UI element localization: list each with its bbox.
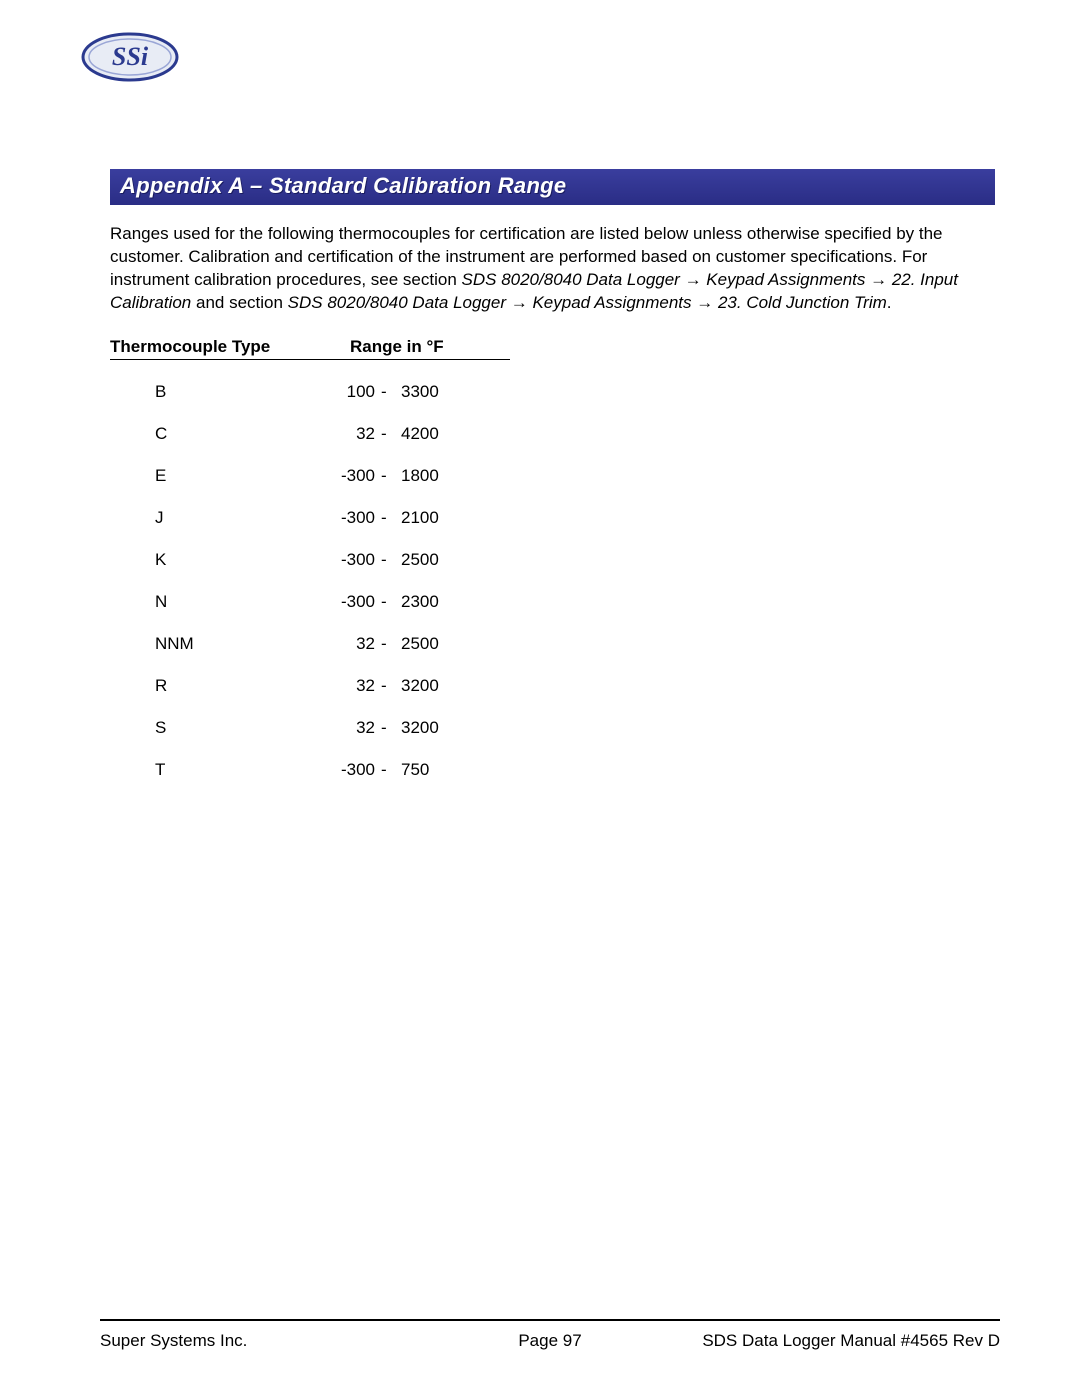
paragraph-ref-2a: SDS 8020/8040 Data Logger	[288, 293, 511, 312]
document-page: SSi Appendix A – Standard Calibration Ra…	[0, 0, 1080, 1397]
cell-range-high: 4200	[401, 424, 461, 444]
footer-row: Super Systems Inc. Page 97 SDS Data Logg…	[100, 1331, 1000, 1351]
paragraph-period: .	[887, 293, 892, 312]
page-content: Appendix A – Standard Calibration Range …	[110, 169, 995, 780]
cell-thermocouple-type: NNM	[155, 634, 215, 654]
cell-range-low: 32	[215, 718, 381, 738]
cell-range-separator: -	[381, 550, 401, 570]
paragraph-ref-1b: Keypad Assignments	[702, 270, 871, 289]
paragraph-ref-2c: 23. Cold Junction Trim	[713, 293, 887, 312]
svg-text:SSi: SSi	[112, 42, 149, 71]
cell-thermocouple-type: E	[155, 466, 215, 486]
footer-rule	[100, 1319, 1000, 1321]
cell-thermocouple-type: T	[155, 760, 215, 780]
cell-thermocouple-type: K	[155, 550, 215, 570]
cell-thermocouple-type: N	[155, 592, 215, 612]
cell-range-separator: -	[381, 382, 401, 402]
footer-manual-rev: SDS Data Logger Manual #4565 Rev D	[700, 1331, 1000, 1351]
table-row: K-300-2500	[110, 550, 510, 570]
cell-range-low: 100	[215, 382, 381, 402]
table-body: B100-3300C32-4200E-300-1800J-300-2100K-3…	[110, 382, 510, 780]
thermocouple-table: Thermocouple Type Range in °F B100-3300C…	[110, 337, 510, 780]
footer-page-number: Page 97	[400, 1331, 700, 1351]
cell-range-low: 32	[215, 424, 381, 444]
cell-range-high: 2100	[401, 508, 461, 528]
company-logo: SSi	[80, 30, 1005, 89]
table-row: J-300-2100	[110, 508, 510, 528]
table-row: R32-3200	[110, 676, 510, 696]
cell-thermocouple-type: S	[155, 718, 215, 738]
cell-range-separator: -	[381, 592, 401, 612]
cell-range-separator: -	[381, 760, 401, 780]
cell-thermocouple-type: B	[155, 382, 215, 402]
paragraph-plain-2: and section	[191, 293, 287, 312]
cell-thermocouple-type: C	[155, 424, 215, 444]
arrow-icon: →	[685, 270, 702, 289]
cell-range-high: 3200	[401, 718, 461, 738]
cell-range-separator: -	[381, 424, 401, 444]
cell-range-high: 2500	[401, 634, 461, 654]
footer-company: Super Systems Inc.	[100, 1331, 400, 1351]
page-footer: Super Systems Inc. Page 97 SDS Data Logg…	[100, 1319, 1000, 1351]
cell-range-high: 3200	[401, 676, 461, 696]
cell-range-low: -300	[215, 760, 381, 780]
arrow-icon: →	[696, 293, 713, 312]
cell-range-low: -300	[215, 466, 381, 486]
table-row: S32-3200	[110, 718, 510, 738]
cell-thermocouple-type: R	[155, 676, 215, 696]
table-row: T-300-750	[110, 760, 510, 780]
table-row: NNM32-2500	[110, 634, 510, 654]
cell-range-high: 2300	[401, 592, 461, 612]
cell-range-low: -300	[215, 550, 381, 570]
cell-range-low: 32	[215, 634, 381, 654]
section-heading: Appendix A – Standard Calibration Range	[110, 169, 995, 205]
cell-range-separator: -	[381, 676, 401, 696]
cell-range-separator: -	[381, 634, 401, 654]
cell-range-high: 3300	[401, 382, 461, 402]
arrow-icon: →	[511, 293, 528, 312]
cell-range-high: 2500	[401, 550, 461, 570]
table-header-range: Range in °F	[350, 337, 510, 357]
cell-thermocouple-type: J	[155, 508, 215, 528]
paragraph-ref-2b: Keypad Assignments	[528, 293, 697, 312]
table-row: E-300-1800	[110, 466, 510, 486]
cell-range-low: 32	[215, 676, 381, 696]
table-header-row: Thermocouple Type Range in °F	[110, 337, 510, 360]
cell-range-separator: -	[381, 508, 401, 528]
cell-range-high: 750	[401, 760, 461, 780]
table-header-type: Thermocouple Type	[110, 337, 350, 357]
table-row: N-300-2300	[110, 592, 510, 612]
cell-range-separator: -	[381, 466, 401, 486]
cell-range-low: -300	[215, 508, 381, 528]
cell-range-low: -300	[215, 592, 381, 612]
paragraph-ref-1a: SDS 8020/8040 Data Logger	[462, 270, 685, 289]
cell-range-high: 1800	[401, 466, 461, 486]
intro-paragraph: Ranges used for the following thermocoup…	[110, 223, 995, 315]
table-row: B100-3300	[110, 382, 510, 402]
cell-range-separator: -	[381, 718, 401, 738]
ssi-logo-icon: SSi	[80, 30, 180, 84]
table-row: C32-4200	[110, 424, 510, 444]
arrow-icon: →	[870, 270, 887, 289]
